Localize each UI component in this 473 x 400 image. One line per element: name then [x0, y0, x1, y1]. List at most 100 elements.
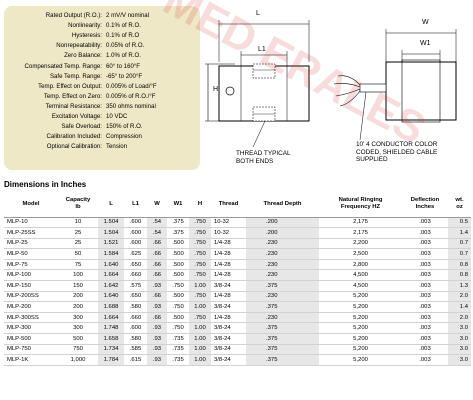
spec-row: Compensated Temp. Range: 60° to 160°F [8, 61, 196, 71]
cell-w1: .500 [167, 238, 189, 250]
cell-h: 1.00 [189, 322, 211, 335]
cell-l1: .625 [124, 248, 147, 260]
cell-weight: 0.7 [448, 238, 471, 250]
header-capacity: Capacity lb [58, 192, 98, 218]
cell-capacity: 750 [58, 344, 98, 356]
cell-deflection: .003 [402, 322, 448, 335]
cell-thread: 1/4-28 [211, 312, 246, 324]
spec-value: 10 VDC [106, 112, 128, 120]
cell-weight: 0.8 [448, 259, 471, 271]
spec-row: Temp. Effect on Zero: 0.005% of R.O./°F [8, 92, 196, 102]
cell-thread: 3/8-24 [211, 280, 246, 292]
dimension-w1-label: W1 [420, 40, 431, 47]
spec-value: Compression [106, 133, 142, 141]
spec-value: 0.1% of R.O. [106, 22, 141, 30]
cell-w1: .750 [167, 322, 189, 335]
cell-h: .750 [189, 259, 211, 271]
cell-thread: 3/8-24 [211, 344, 246, 356]
cell-w: .93 [147, 301, 167, 313]
spec-value: -65° to 200°F [106, 72, 143, 80]
cell-w1: .375 [167, 217, 189, 229]
header-thread: Thread [211, 192, 246, 218]
cell-thread: 1/4-28 [211, 259, 246, 271]
cell-l1: .650 [124, 259, 147, 271]
cell-weight: 3.0 [448, 333, 471, 345]
cell-weight: 1.3 [448, 280, 471, 292]
cell-capacity: 75 [58, 259, 98, 271]
spec-value: Tension [106, 143, 128, 151]
cell-thread: 3/8-24 [211, 322, 246, 335]
cell-model: MLP-200 [4, 301, 58, 313]
table-row: MLP-75 75 1.640.650.66.500.750 1/4-28.230 2,… [4, 259, 471, 271]
cell-natural-ringing: 5,200 [319, 344, 402, 356]
cell-w1: .735 [167, 333, 189, 345]
cell-model: MLP-200SS [4, 291, 58, 303]
cell-thread-depth: .230 [246, 238, 319, 250]
cell-natural-ringing: 5,200 [319, 354, 402, 366]
header-natural-ringing: Natural Ringing Frequency HZ [319, 192, 402, 218]
cell-natural-ringing: 5,200 [319, 312, 402, 324]
cell-l: 1.642 [98, 280, 124, 292]
header-w: W [147, 192, 167, 218]
cell-w: .93 [147, 322, 167, 335]
spec-row: Safe Overload: 150% of R.O. [8, 122, 196, 132]
cell-thread: 3/8-24 [211, 333, 246, 345]
cell-h: .750 [189, 238, 211, 250]
cell-l1: .650 [124, 291, 147, 303]
cell-l1: .615 [124, 354, 147, 366]
cell-model: MLP-300SS [4, 312, 58, 324]
cell-thread-depth: .375 [246, 322, 319, 335]
cell-w1: .500 [167, 312, 189, 324]
cell-h: .750 [189, 217, 211, 229]
spec-value: 150% of R.O. [106, 123, 143, 131]
spec-value: 0.005% of R.O./°F [106, 92, 156, 100]
header-deflection: Deflection Inches [402, 192, 448, 218]
table-row: MLP-300 300 1.748.600.93.750 1.00 3/8-24.375… [4, 322, 471, 335]
cell-thread: 1/4-28 [211, 269, 246, 282]
cell-w: .54 [147, 217, 167, 229]
cell-weight: 1.4 [448, 301, 471, 313]
spec-row: Optional Calibration: Tension [8, 142, 196, 152]
cell-thread-depth: .230 [246, 291, 319, 303]
dimensions-table: Model Capacity lb L L1 W W1 H Thread Thre… [4, 192, 471, 366]
cell-l: 1.734 [98, 344, 124, 356]
cell-capacity: 100 [58, 269, 98, 282]
cell-capacity: 50 [58, 248, 98, 260]
cell-l1: .600 [124, 322, 147, 335]
table-row: MLP-300SS 300 1.664.660.66.500.750 1/4-28.2… [4, 312, 471, 324]
cell-capacity: 500 [58, 333, 98, 345]
table-row: MLP-25 25 1.521.600.66.500.750 1/4-28.230 2,… [4, 238, 471, 250]
cell-deflection: .003 [402, 259, 448, 271]
cell-natural-ringing: 2,175 [319, 227, 402, 239]
cell-capacity: 300 [58, 312, 98, 324]
spec-key: Safe Temp. Range: [49, 72, 102, 80]
cell-capacity: 25 [58, 238, 98, 250]
cell-l: 1.664 [98, 269, 124, 282]
table-row: MLP-200 200 1.688.580.93.750 1.00 3/8-24.375… [4, 301, 471, 313]
cell-thread: 3/8-24 [211, 301, 246, 313]
cell-w: .66 [147, 291, 167, 303]
cell-natural-ringing: 5,200 [319, 291, 402, 303]
cell-weight: 3.0 [448, 354, 471, 366]
header-model: Model [4, 192, 58, 218]
cell-w1: .375 [167, 227, 189, 239]
cell-natural-ringing: 2,175 [319, 217, 402, 229]
cell-thread-depth: .230 [246, 248, 319, 260]
cell-deflection: .003 [402, 269, 448, 282]
cell-thread-depth: .375 [246, 354, 319, 366]
cell-l1: .660 [124, 312, 147, 324]
section-title: Dimensions in Inches [4, 180, 87, 189]
cell-h: 1.00 [189, 354, 211, 366]
cable-caption: 10' 4 CONDUCTOR COLOR CODED, SHIELDED CA… [356, 141, 438, 164]
cell-natural-ringing: 4,500 [319, 269, 402, 282]
cell-thread-depth: .375 [246, 301, 319, 313]
cell-l: 1.748 [98, 322, 124, 335]
cell-deflection: .003 [402, 280, 448, 292]
cell-w1: .750 [167, 280, 189, 292]
cell-deflection: .003 [402, 301, 448, 313]
spec-row: Excitation Voltage: 10 VDC [8, 112, 196, 122]
cell-thread: 10-32 [211, 217, 246, 229]
cell-thread: 1/4-28 [211, 248, 246, 260]
spec-row: Temp. Effect on Output: 0.005% of Load/°F [8, 82, 196, 92]
cell-natural-ringing: 2,800 [319, 259, 402, 271]
